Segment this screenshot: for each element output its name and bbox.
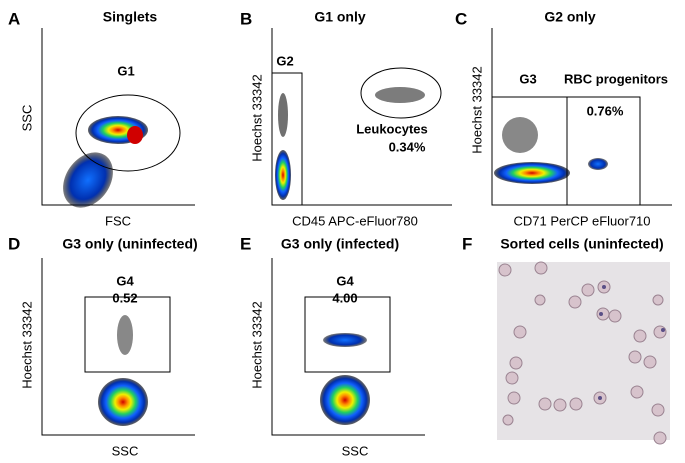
panel-title: G3 only (infected) (281, 236, 399, 252)
gate-percent: 0.52 (112, 290, 137, 305)
panel-b: B G1 only G2 Leukocytes 0.34% CD45 APC-e… (240, 9, 452, 228)
panel-d: D G3 only (uninfected) G4 0.52 SSC Hoech… (8, 234, 198, 458)
x-label: CD45 APC-eFluor780 (292, 213, 418, 228)
gate-percent: 4.00 (332, 290, 357, 305)
axes (271, 28, 452, 206)
gate (304, 296, 391, 373)
density (375, 87, 425, 103)
y-label: SSC (19, 105, 34, 132)
y-label: Hoechst 33342 (19, 301, 34, 388)
gate-label: G3 (519, 71, 536, 86)
density (320, 375, 370, 425)
x-label: CD71 PerCP eFluor710 (513, 213, 650, 228)
gate-label: G4 (336, 273, 354, 288)
density (323, 333, 367, 347)
panel-title: G3 only (uninfected) (62, 236, 197, 252)
panel-title: Sorted cells (uninfected) (500, 236, 663, 252)
gate-label: Leukocytes (356, 121, 428, 136)
gate-percent: 0.76% (587, 103, 624, 118)
panel-letter: B (240, 9, 252, 28)
x-label: FSC (105, 213, 131, 228)
y-label: Hoechst 33342 (249, 74, 264, 161)
gate-label: G2 (276, 53, 293, 68)
axes (41, 258, 195, 436)
gate (360, 67, 442, 119)
gate (75, 94, 181, 172)
gate-label: G1 (117, 63, 134, 78)
panel-title: Singlets (103, 9, 158, 25)
panel-f: F Sorted cells (uninfected) (462, 234, 670, 445)
axes (41, 28, 195, 206)
gate-label: G4 (116, 273, 134, 288)
panel-letter: D (8, 234, 20, 253)
panel-letter: E (240, 234, 251, 253)
panel-title: G1 only (314, 9, 366, 25)
panel-c: C G2 only G3 RBC progenitors 0.76% CD71 … (455, 9, 672, 228)
density (127, 126, 143, 144)
gate (566, 96, 641, 206)
axes (271, 258, 425, 436)
density (275, 150, 291, 200)
density (117, 315, 133, 355)
density (98, 378, 148, 426)
gate-percent: 0.34% (389, 139, 426, 154)
density (494, 162, 570, 184)
panel-e: E G3 only (infected) G4 4.00 SSC Hoechst… (240, 234, 425, 458)
panel-letter: A (8, 9, 20, 28)
y-label: Hoechst 33342 (469, 66, 484, 153)
density (502, 117, 538, 153)
y-label: Hoechst 33342 (249, 301, 264, 388)
x-label: SSC (112, 443, 139, 458)
gate (271, 72, 303, 206)
density (588, 158, 608, 170)
panel-letter: C (455, 9, 467, 28)
cells (498, 261, 667, 445)
panel-a: A Singlets G1 FSC SSC (8, 9, 195, 228)
density (278, 93, 288, 137)
panel-title: G2 only (544, 9, 596, 25)
gate (491, 96, 568, 206)
gate (84, 296, 171, 373)
gate-label: RBC progenitors (564, 71, 668, 86)
x-label: SSC (342, 443, 369, 458)
panel-letter: F (462, 234, 472, 253)
density (63, 152, 113, 208)
